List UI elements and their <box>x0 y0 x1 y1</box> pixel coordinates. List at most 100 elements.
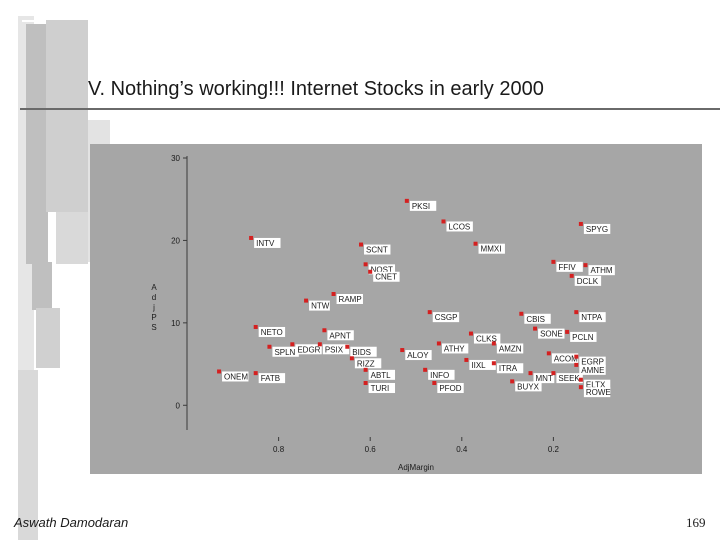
data-point-label-bg <box>254 237 281 248</box>
data-point-label: CLKS <box>476 335 497 344</box>
data-point-label: BUYX <box>517 382 539 391</box>
data-point-label: ITRA <box>499 364 518 373</box>
data-point-marker <box>574 362 579 367</box>
data-point-marker <box>546 351 551 356</box>
slide-decoration-block-5 <box>56 212 88 264</box>
data-point-label: RIZZ <box>357 359 375 368</box>
x-axis-label: AdjMargin <box>398 463 434 472</box>
data-point-label-bg <box>473 333 501 344</box>
data-point-marker <box>331 292 336 296</box>
data-point-marker <box>304 298 309 303</box>
data-point-marker <box>574 310 579 315</box>
data-point-marker <box>491 361 496 366</box>
data-point-label-bg <box>579 364 606 375</box>
data-point-label: SCNT <box>366 246 388 255</box>
data-point-label: CNET <box>375 273 397 282</box>
slide-decoration-block-2 <box>32 262 52 310</box>
data-point-marker <box>253 324 258 329</box>
data-point-label: INTV <box>256 239 275 248</box>
data-point-label-bg <box>428 369 455 380</box>
data-point-label-bg <box>222 371 249 382</box>
data-point-label-bg <box>405 350 432 361</box>
data-point-label: PKSI <box>412 202 430 211</box>
y-tick-label: 30 <box>171 154 180 163</box>
data-point-marker <box>533 326 538 331</box>
scatter-chart: 0 10 20 30 A d j P S 0.8 0.6 0.4 0.2 AdjMargin PKSI LCO… <box>151 154 615 472</box>
data-point-label-bg <box>533 373 555 384</box>
data-point-label: AMZN <box>499 344 522 353</box>
data-point-marker <box>441 219 446 224</box>
data-point-label: ACOM <box>554 354 578 363</box>
data-point-label: ATHM <box>590 266 612 275</box>
data-point-label-bg <box>446 221 473 232</box>
data-point-label: ROWE <box>586 388 611 397</box>
data-point-marker <box>217 369 222 374</box>
data-point-label: EDGR <box>297 345 320 354</box>
data-point-label: SEEK <box>558 374 580 383</box>
data-point-marker <box>491 341 496 346</box>
data-point-marker <box>464 357 469 362</box>
data-point-label-bg <box>437 383 464 394</box>
y-tick-label: 0 <box>176 401 181 410</box>
data-point-label-bg <box>496 363 524 374</box>
data-point-label: ELTX <box>586 381 606 390</box>
data-point-label: DCLK <box>577 277 599 286</box>
data-point-label-bg <box>350 346 377 357</box>
data-point-label: LCOS <box>448 222 470 231</box>
x-tick-label: 0.4 <box>456 445 468 454</box>
data-point-label-bg <box>354 358 382 369</box>
data-point-marker <box>436 341 441 346</box>
data-point-marker <box>322 328 327 333</box>
data-point-label-bg <box>588 265 615 276</box>
data-point-label-bg <box>432 312 460 323</box>
data-point-label-bg <box>469 359 496 370</box>
data-point-marker <box>363 367 368 372</box>
data-point-marker <box>400 348 405 353</box>
data-point-label: TURI <box>371 384 390 393</box>
data-point-marker <box>578 377 583 382</box>
data-point-label-bg <box>583 387 611 398</box>
data-point-label-bg <box>327 330 354 341</box>
data-point-label: ALOY <box>407 351 429 360</box>
data-point-label: NTW <box>311 302 330 311</box>
data-point-label: EGRP <box>581 358 604 367</box>
data-point-label: CSGP <box>435 313 458 322</box>
data-point-label: PSIX <box>325 345 344 354</box>
data-point-label: APNT <box>329 331 350 340</box>
x-tick-label: 0.2 <box>548 445 560 454</box>
data-point-marker <box>317 342 322 347</box>
slide-decoration-block-1 <box>26 24 48 264</box>
data-point-label: RAMP <box>339 295 362 304</box>
data-point-label-bg <box>373 271 400 282</box>
data-point-marker <box>427 310 432 315</box>
data-point-label: NTPA <box>581 313 602 322</box>
data-point-marker <box>578 221 583 226</box>
data-point-marker <box>249 235 254 240</box>
data-point-label: SPLN <box>274 348 295 357</box>
title-divider <box>20 108 720 110</box>
data-point-marker <box>345 344 350 349</box>
data-point-label-bg <box>368 383 396 394</box>
x-tick-label: 0.6 <box>365 445 377 454</box>
data-point-marker <box>565 329 570 334</box>
y-tick-label: 10 <box>171 319 180 328</box>
data-point-label: SONE <box>540 330 563 339</box>
data-point-label-bg <box>478 243 505 254</box>
data-point-marker <box>551 259 556 264</box>
data-point-marker <box>404 198 409 203</box>
data-point-marker <box>528 371 533 376</box>
data-point-marker <box>578 385 583 390</box>
data-point-label-bg <box>574 275 602 286</box>
data-point-label-bg <box>524 313 551 324</box>
data-point-label: SPYG <box>586 225 608 234</box>
data-point-marker <box>473 241 478 246</box>
data-point-marker <box>468 331 473 336</box>
data-point-label-bg <box>579 356 606 367</box>
data-point-label-bg <box>579 312 606 323</box>
data-point-marker <box>519 311 524 316</box>
data-point-label-bg <box>295 344 322 355</box>
data-point-label-bg <box>322 344 350 355</box>
data-point-label-bg <box>368 369 396 380</box>
data-point-label-bg <box>570 331 597 342</box>
data-point-label: FFIV <box>558 263 576 272</box>
